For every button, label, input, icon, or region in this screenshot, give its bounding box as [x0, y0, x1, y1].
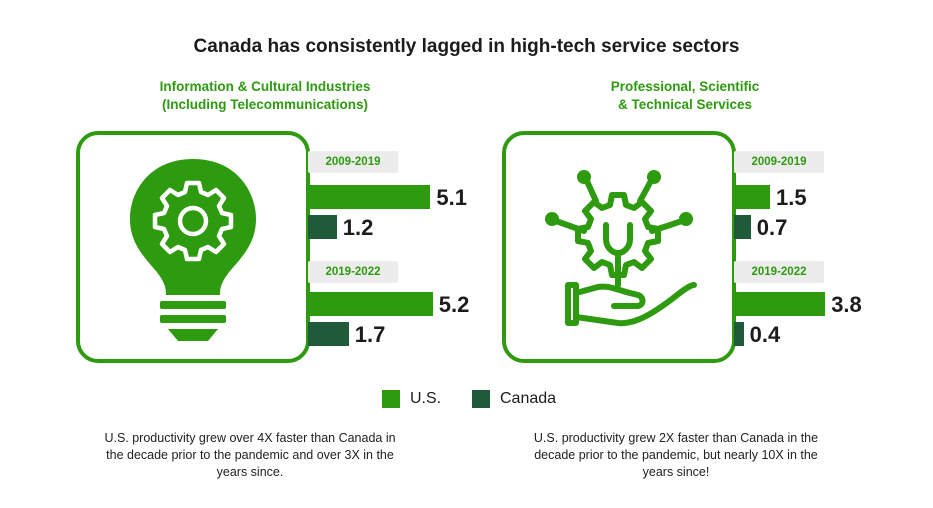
value-label: 0.4: [749, 322, 781, 347]
value-label: 1.5: [776, 185, 807, 210]
bar-canada-2019-2022: [734, 322, 744, 346]
legend-swatch-canada: [472, 390, 490, 408]
value-label: 1.7: [354, 322, 386, 347]
bar-canada-2009-2019: [734, 215, 751, 239]
caption-information: U.S. productivity grew over 4X faster th…: [40, 430, 460, 481]
value-label: 5.2: [438, 292, 470, 317]
panel-title-line: Professional, Scientific: [610, 79, 760, 94]
panel-title-professional: Professional, Scientific & Technical Ser…: [555, 78, 815, 114]
caption-line: the decade prior to the pandemic and ove…: [106, 448, 394, 462]
panel-title-line: (Including Telecommunications): [161, 97, 368, 112]
bar-us-2019-2022: [734, 292, 826, 316]
caption-line: U.S. productivity grew over 4X faster th…: [104, 431, 396, 445]
panel-title-line: Information & Cultural Industries: [159, 79, 371, 94]
panel-title-information: Information & Cultural Industries (Inclu…: [110, 78, 420, 114]
bar-canada-2019-2022: [308, 322, 349, 346]
value-label: 0.7: [756, 215, 788, 240]
legend-label-us: U.S.: [410, 390, 442, 407]
period-label-2019-2022: 2019-2022: [308, 261, 398, 283]
period-label-2009-2019: 2009-2019: [308, 151, 398, 173]
period-label-2019-2022: 2019-2022: [734, 261, 824, 283]
caption-line: decade prior to the pandemic, but nearly…: [534, 448, 818, 462]
hand-gear-wrench-icon: [502, 131, 736, 363]
legend-swatch-us: [382, 390, 400, 408]
bar-canada-2009-2019: [308, 215, 337, 239]
chart-title: Canada has consistently lagged in high-t…: [193, 36, 740, 57]
value-label: 5.1: [436, 185, 467, 210]
value-label: 1.2: [342, 215, 374, 240]
legend-label-canada: Canada: [500, 390, 557, 407]
caption-line: U.S. productivity grew 2X faster than Ca…: [533, 431, 819, 445]
bar-us-2009-2019: [734, 185, 770, 209]
caption-line: years since!: [642, 465, 710, 479]
caption-line: years since.: [216, 465, 284, 479]
value-label: 3.8: [831, 292, 862, 317]
bar-us-2009-2019: [308, 185, 431, 209]
panel-title-line: & Technical Services: [617, 97, 753, 112]
period-label-2009-2019: 2009-2019: [734, 151, 824, 173]
bar-us-2019-2022: [308, 292, 433, 316]
caption-professional: U.S. productivity grew 2X faster than Ca…: [466, 430, 886, 481]
lightbulb-gear-icon: [76, 131, 310, 363]
